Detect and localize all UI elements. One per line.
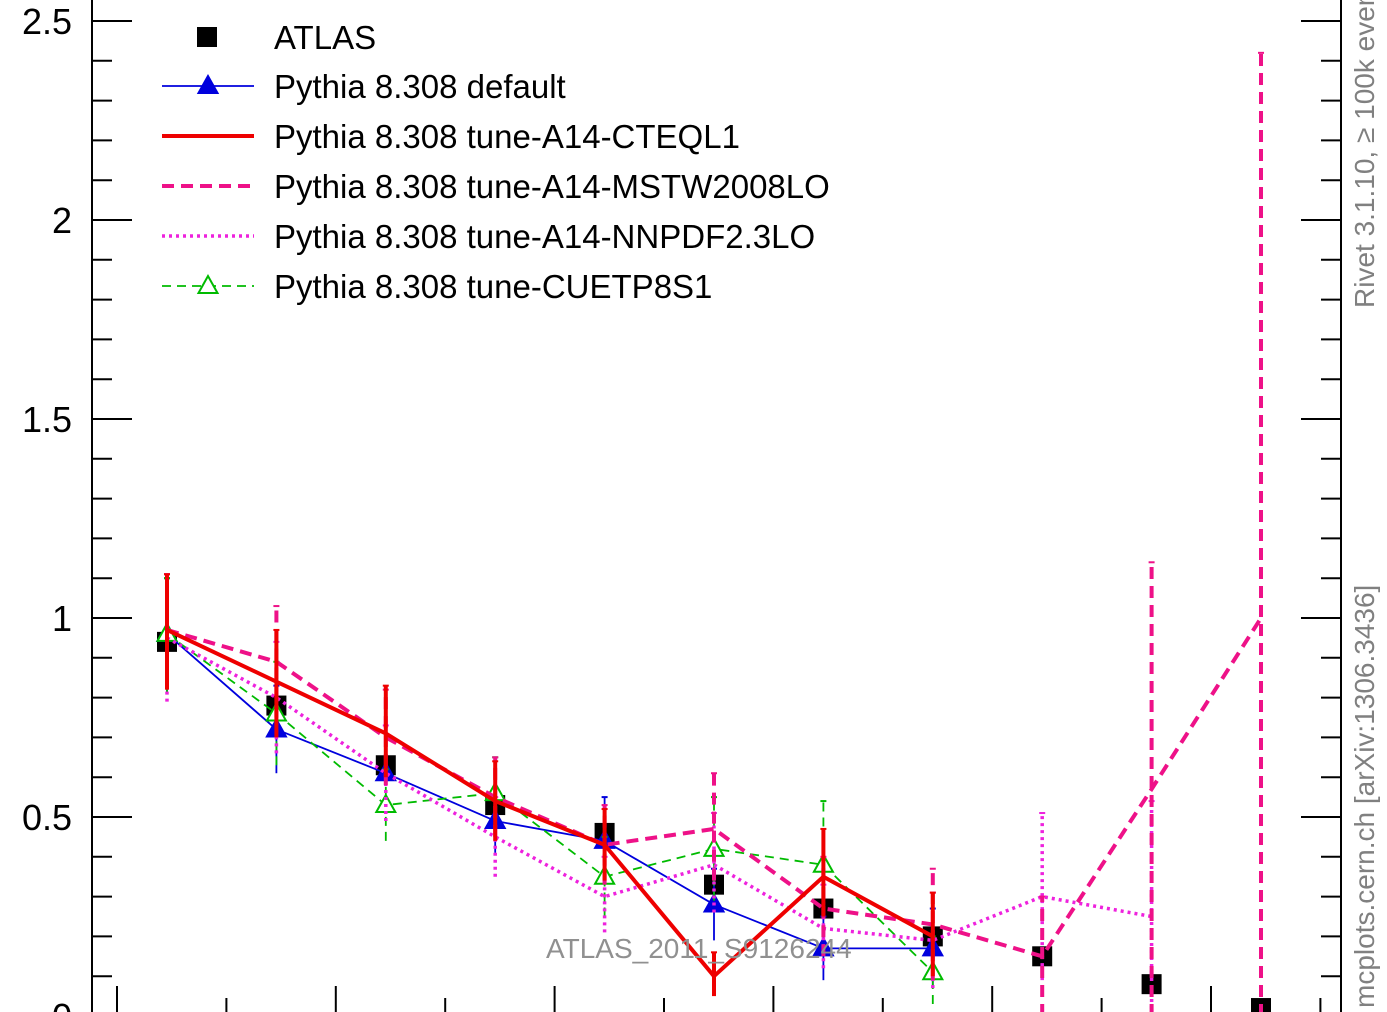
legend-entry-atlas: ATLAS (197, 19, 376, 56)
legend-marker (196, 273, 220, 294)
y-tick-labels: 0 0.5 1 1.5 2 2.5 (22, 1, 72, 1012)
series-line (166, 616, 1263, 959)
legend-entry-default: Pythia 8.308 default (162, 68, 566, 105)
y-tick-label: 1.5 (22, 399, 72, 440)
legend: ATLAS Pythia 8.308 default Pythia 8.308 tu… (162, 19, 830, 305)
series-line (166, 633, 934, 973)
legend-swatch (197, 27, 217, 47)
legend-label: Pythia 8.308 tune-A14-MSTW2008LO (274, 168, 830, 205)
legend-entry-nnpdf: Pythia 8.308 tune-A14-NNPDF2.3LO (162, 218, 815, 255)
series-line (166, 628, 934, 979)
y-tick-label: 2.5 (22, 1, 72, 42)
plot-frame (91, 0, 1342, 1012)
mcplots-source-label: mcplots.cern.ch [arXiv:1306.3436] (1349, 585, 1380, 1008)
legend-label: Pythia 8.308 tune-A14-NNPDF2.3LO (274, 218, 815, 255)
legend-entry-cteql1: Pythia 8.308 tune-A14-CTEQL1 (162, 118, 740, 155)
atlas-data-point (1141, 974, 1162, 995)
series-layer (155, 51, 1271, 1012)
axis-ticks (92, 20, 1341, 1012)
y-tick-label: 1 (52, 598, 72, 639)
legend-entry-mstw: Pythia 8.308 tune-A14-MSTW2008LO (162, 168, 830, 205)
legend-label: Pythia 8.308 tune-A14-CTEQL1 (274, 118, 740, 155)
series-line (166, 633, 933, 950)
analysis-watermark: ATLAS_2011_S9126244 (546, 933, 852, 964)
series-line (166, 636, 1152, 943)
y-tick-label: 2 (52, 200, 72, 241)
legend-label: Pythia 8.308 default (274, 68, 566, 105)
y-tick-label: 0.5 (22, 797, 72, 838)
legend-label: Pythia 8.308 tune-CUETP8S1 (274, 268, 712, 305)
legend-entry-cuetp8s1: Pythia 8.308 tune-CUETP8S1 (162, 268, 712, 305)
series-cteql1 (164, 573, 936, 997)
y-tick-label: 0 (52, 996, 72, 1012)
legend-label: ATLAS (274, 19, 376, 56)
rivet-version-label: Rivet 3.1.10, ≥ 100k events (1349, 0, 1380, 308)
legend-marker (196, 73, 220, 94)
